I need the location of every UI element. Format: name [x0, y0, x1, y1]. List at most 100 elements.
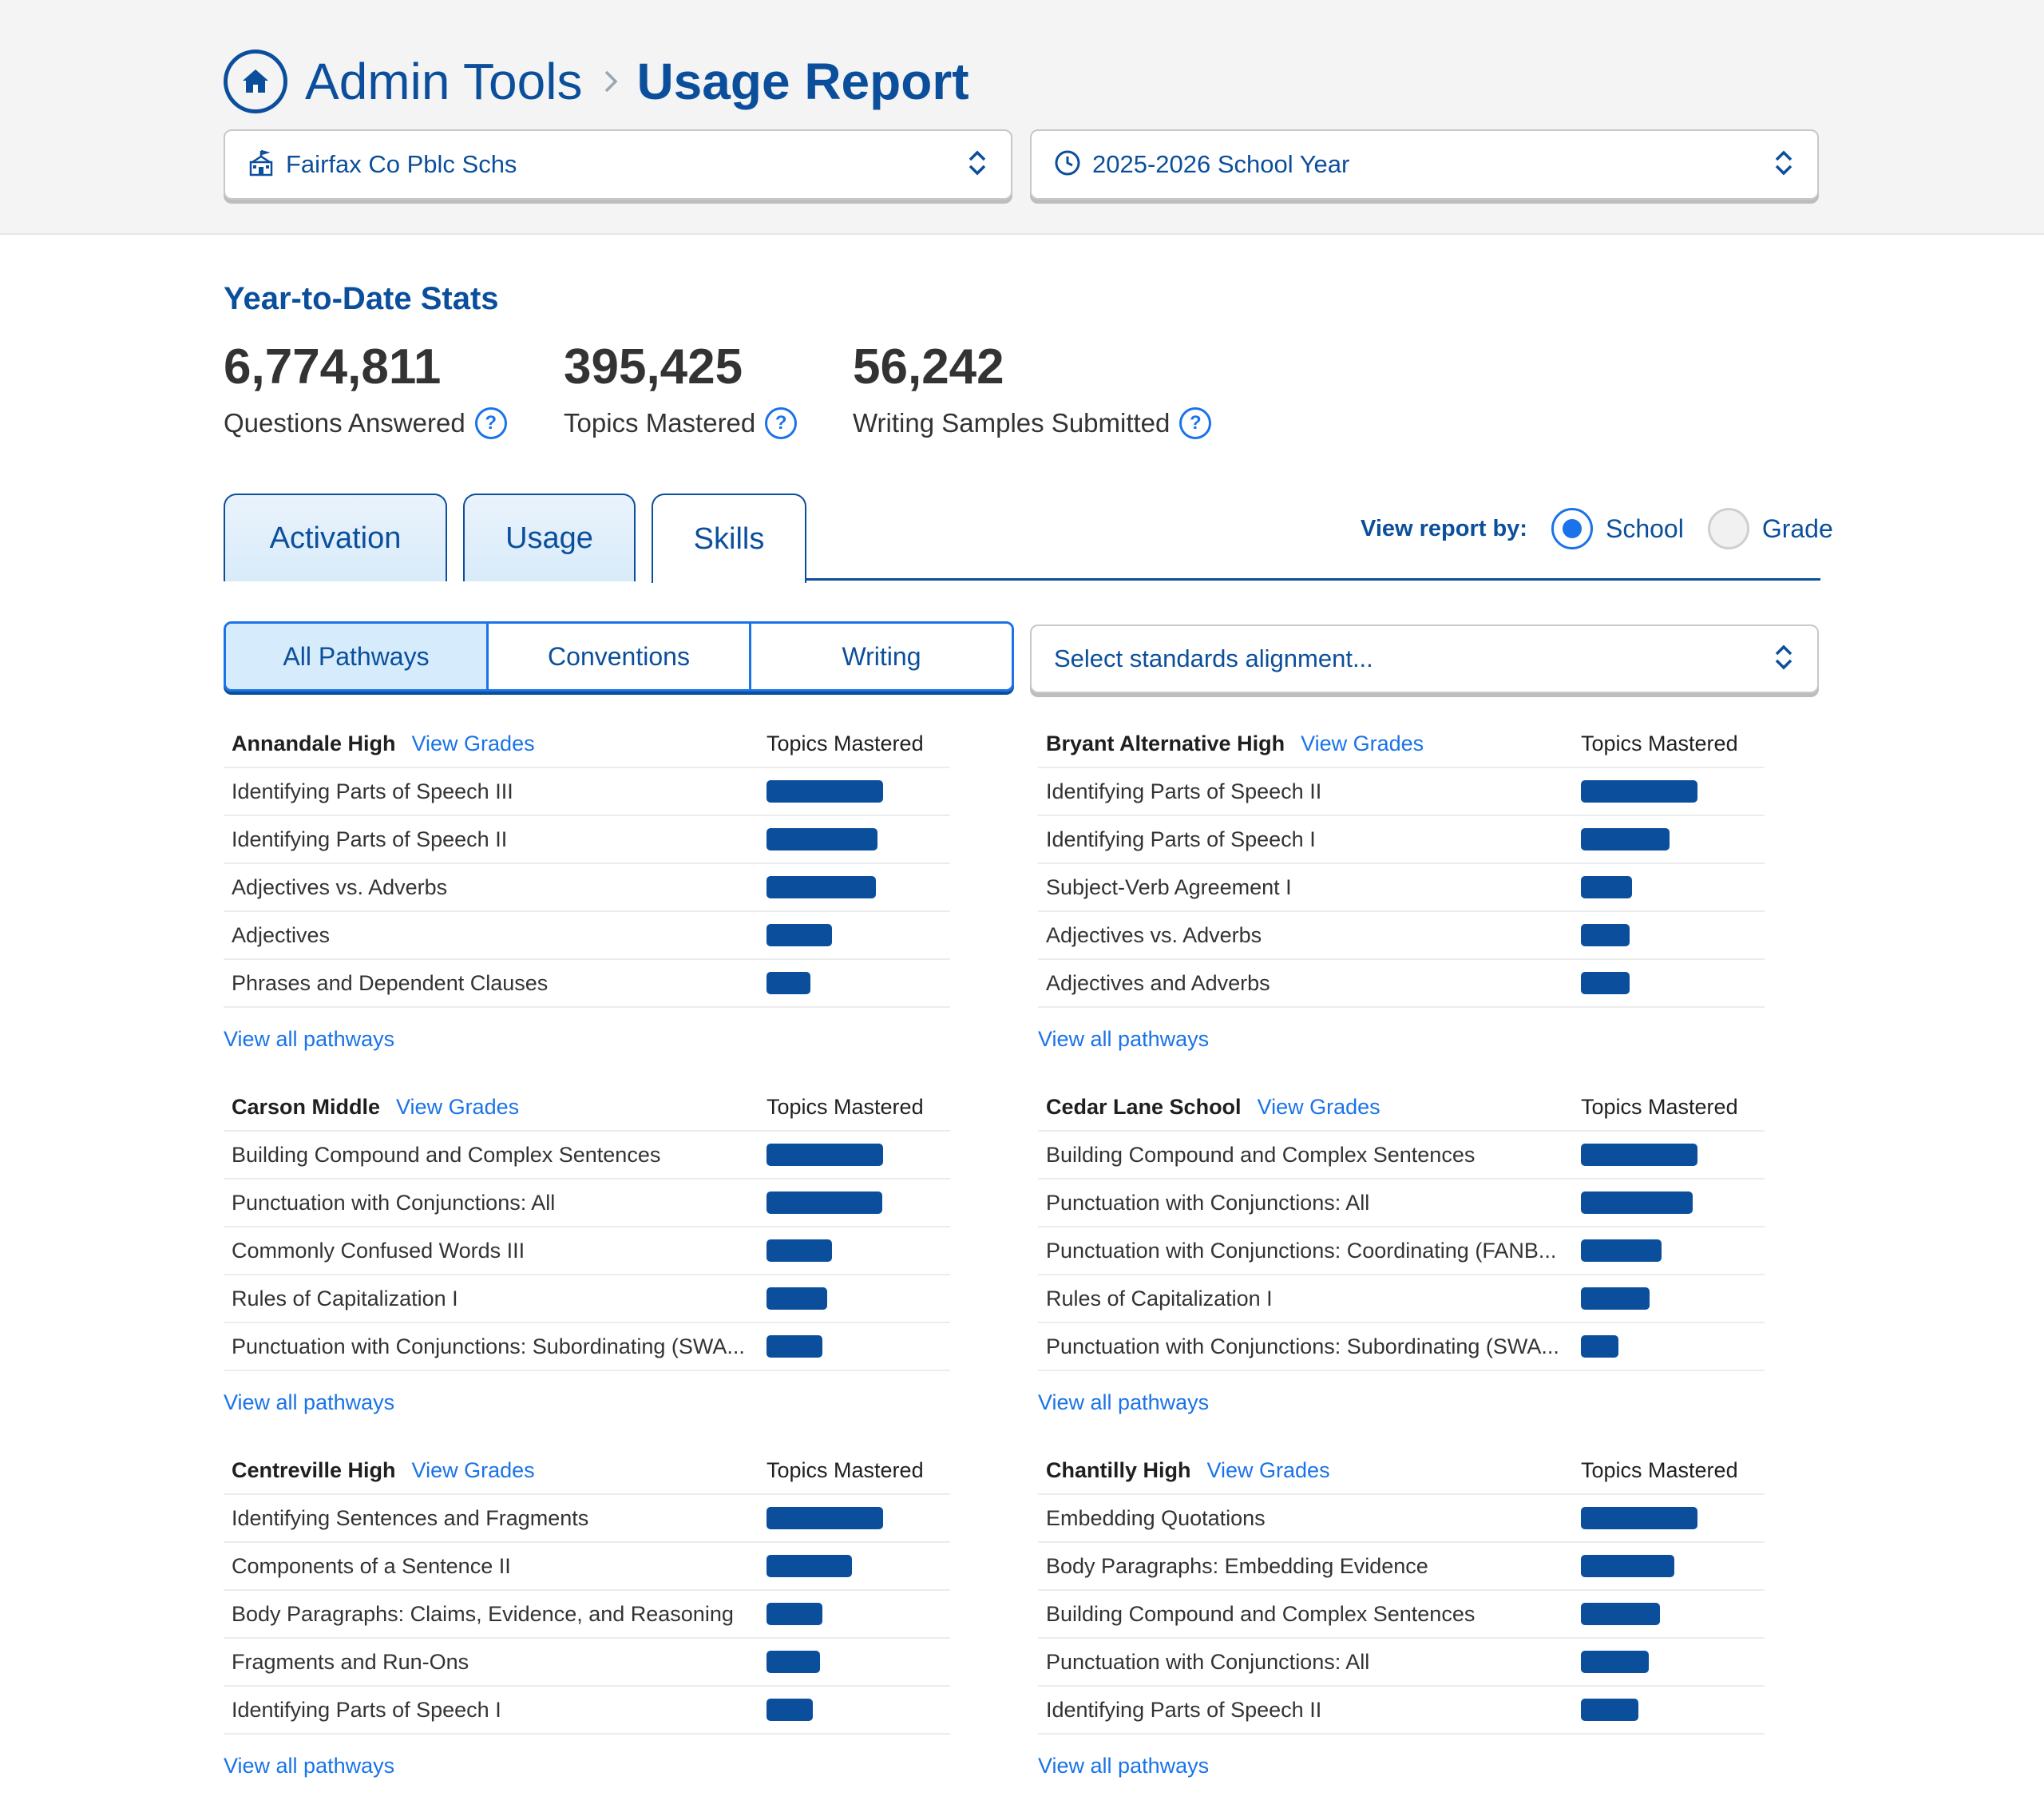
school-panel-header: Centreville High View Grades Topics Master…	[224, 1447, 950, 1495]
segment-all-pathways[interactable]: All Pathways	[226, 624, 489, 689]
stat-topics-mastered: 395,425 Topics Mastered?	[564, 339, 798, 439]
help-icon[interactable]: ?	[1179, 407, 1212, 439]
view-grades-link[interactable]: View Grades	[1257, 1094, 1380, 1119]
skill-row: Components of a Sentence II	[224, 1543, 950, 1591]
skill-name: Identifying Parts of Speech II	[232, 827, 508, 851]
skill-name: Identifying Parts of Speech II	[1046, 1697, 1322, 1722]
skill-name: Adjectives vs. Adverbs	[1046, 922, 1262, 947]
topics-mastered-bar	[766, 1192, 882, 1214]
standards-alignment-placeholder: Select standards alignment...	[1054, 644, 1373, 672]
radio-school[interactable]	[1551, 508, 1593, 549]
skill-name: Components of a Sentence II	[232, 1553, 511, 1578]
topics-mastered-bar	[1581, 1555, 1674, 1577]
school-panel-header: Bryant Alternative High View Grades Topics…	[1038, 720, 1765, 768]
skill-name: Identifying Parts of Speech III	[232, 779, 513, 803]
school-panel: Centreville High View Grades Topics Master…	[224, 1447, 950, 1778]
chevron-updown-icon	[1773, 643, 1795, 676]
school-panel: Cedar Lane School View Grades Topics Maste…	[1038, 1084, 1765, 1415]
view-all-pathways-link[interactable]: View all pathways	[224, 1754, 395, 1778]
radio-grade-label[interactable]: Grade	[1761, 513, 1833, 543]
topics-mastered-bar	[766, 780, 883, 803]
topics-mastered-bar	[1581, 1699, 1638, 1721]
skill-row: Building Compound and Complex Sentences	[1038, 1591, 1765, 1639]
school-panel-header: Carson Middle View Grades Topics Mastered	[224, 1084, 950, 1132]
topics-mastered-bar	[1581, 1651, 1649, 1673]
chevron-right-icon	[603, 69, 619, 94]
skill-row: Identifying Parts of Speech I	[1038, 816, 1765, 864]
skill-name: Body Paragraphs: Embedding Evidence	[1046, 1553, 1428, 1578]
skill-row: Rules of Capitalization I	[224, 1275, 950, 1323]
view-grades-link[interactable]: View Grades	[411, 1457, 535, 1482]
view-grades-link[interactable]: View Grades	[396, 1094, 520, 1119]
tab-usage[interactable]: Usage	[463, 494, 636, 581]
standards-alignment-select[interactable]: Select standards alignment...	[1030, 624, 1819, 693]
view-all-pathways-link[interactable]: View all pathways	[1038, 1754, 1210, 1778]
view-all-pathways-link[interactable]: View all pathways	[1038, 1027, 1210, 1051]
radio-grade[interactable]	[1707, 508, 1749, 549]
topics-mastered-bar	[1581, 1603, 1660, 1625]
stat-label: Questions Answered	[224, 408, 465, 438]
skill-name: Rules of Capitalization I	[232, 1286, 458, 1310]
tab-skills[interactable]: Skills	[652, 494, 806, 583]
skill-row: Building Compound and Complex Sentences	[1038, 1132, 1765, 1180]
school-panel: Chantilly High View Grades Topics Mastered…	[1038, 1447, 1765, 1778]
radio-school-label[interactable]: School	[1605, 513, 1684, 543]
stat-writing-samples: 56,242 Writing Samples Submitted?	[853, 339, 1212, 439]
view-grades-link[interactable]: View Grades	[411, 731, 535, 755]
skill-name: Commonly Confused Words III	[232, 1238, 525, 1263]
skill-row: Adjectives vs. Adverbs	[1038, 912, 1765, 960]
view-all-pathways-link[interactable]: View all pathways	[224, 1027, 395, 1051]
topics-mastered-bar	[766, 1239, 832, 1262]
school-name: Bryant Alternative High	[1046, 731, 1285, 755]
topics-mastered-bar	[766, 924, 832, 946]
home-icon[interactable]	[224, 50, 287, 113]
stat-value: 395,425	[564, 339, 743, 395]
breadcrumb: Admin Tools Usage Report	[224, 48, 969, 115]
topics-mastered-bar	[766, 828, 877, 851]
skill-name: Building Compound and Complex Sentences	[1046, 1142, 1476, 1167]
view-grades-link[interactable]: View Grades	[1301, 731, 1424, 755]
topics-mastered-bar	[766, 1555, 852, 1577]
skill-name: Building Compound and Complex Sentences	[1046, 1601, 1476, 1626]
skill-name: Fragments and Run-Ons	[232, 1649, 469, 1674]
school-year-select[interactable]: 2025-2026 School Year	[1030, 129, 1819, 200]
skill-row: Identifying Parts of Speech I	[224, 1687, 950, 1735]
skill-row: Identifying Parts of Speech III	[224, 768, 950, 816]
skill-name: Identifying Sentences and Fragments	[232, 1505, 589, 1530]
stat-questions-answered: 6,774,811 Questions Answered?	[224, 339, 507, 439]
topics-mastered-bar	[766, 1144, 883, 1166]
skill-name: Building Compound and Complex Sentences	[232, 1142, 661, 1167]
school-name: Cedar Lane School	[1046, 1094, 1242, 1119]
skill-row: Adjectives and Adverbs	[1038, 960, 1765, 1008]
topics-mastered-header: Topics Mastered	[766, 731, 924, 755]
pathway-segmented-control: All Pathways Conventions Writing	[224, 621, 1014, 692]
tab-activation[interactable]: Activation	[224, 494, 447, 581]
skill-row: Identifying Sentences and Fragments	[224, 1495, 950, 1543]
topics-mastered-header: Topics Mastered	[1581, 1457, 1738, 1482]
school-name: Carson Middle	[232, 1094, 381, 1119]
topics-mastered-bar	[1581, 1144, 1697, 1166]
view-all-pathways-link[interactable]: View all pathways	[224, 1390, 395, 1414]
stat-label: Topics Mastered	[564, 408, 756, 438]
school-panel-header: Cedar Lane School View Grades Topics Maste…	[1038, 1084, 1765, 1132]
view-all-pathways-link[interactable]: View all pathways	[1038, 1390, 1210, 1414]
view-report-by: View report by: School Grade	[1361, 505, 1833, 553]
school-panel: Bryant Alternative High View Grades Topics…	[1038, 720, 1765, 1052]
topics-mastered-header: Topics Mastered	[766, 1457, 924, 1482]
segment-conventions[interactable]: Conventions	[489, 624, 751, 689]
help-icon[interactable]: ?	[765, 407, 798, 439]
skill-name: Punctuation with Conjunctions: All	[1046, 1649, 1370, 1674]
topics-mastered-bar	[766, 1699, 813, 1721]
view-grades-link[interactable]: View Grades	[1206, 1457, 1330, 1482]
topics-mastered-bar	[766, 1507, 883, 1529]
district-select[interactable]: Fairfax Co Pblc Schs	[224, 129, 1012, 200]
breadcrumb-admin-tools[interactable]: Admin Tools	[305, 53, 583, 110]
stats-title: Year-to-Date Stats	[224, 281, 499, 316]
segment-writing[interactable]: Writing	[751, 624, 1012, 689]
topics-mastered-header: Topics Mastered	[766, 1094, 924, 1119]
skill-row: Punctuation with Conjunctions: All	[1038, 1639, 1765, 1687]
skill-name: Phrases and Dependent Clauses	[232, 970, 549, 995]
help-icon[interactable]: ?	[474, 407, 507, 439]
skill-row: Fragments and Run-Ons	[224, 1639, 950, 1687]
skill-name: Embedding Quotations	[1046, 1505, 1266, 1530]
